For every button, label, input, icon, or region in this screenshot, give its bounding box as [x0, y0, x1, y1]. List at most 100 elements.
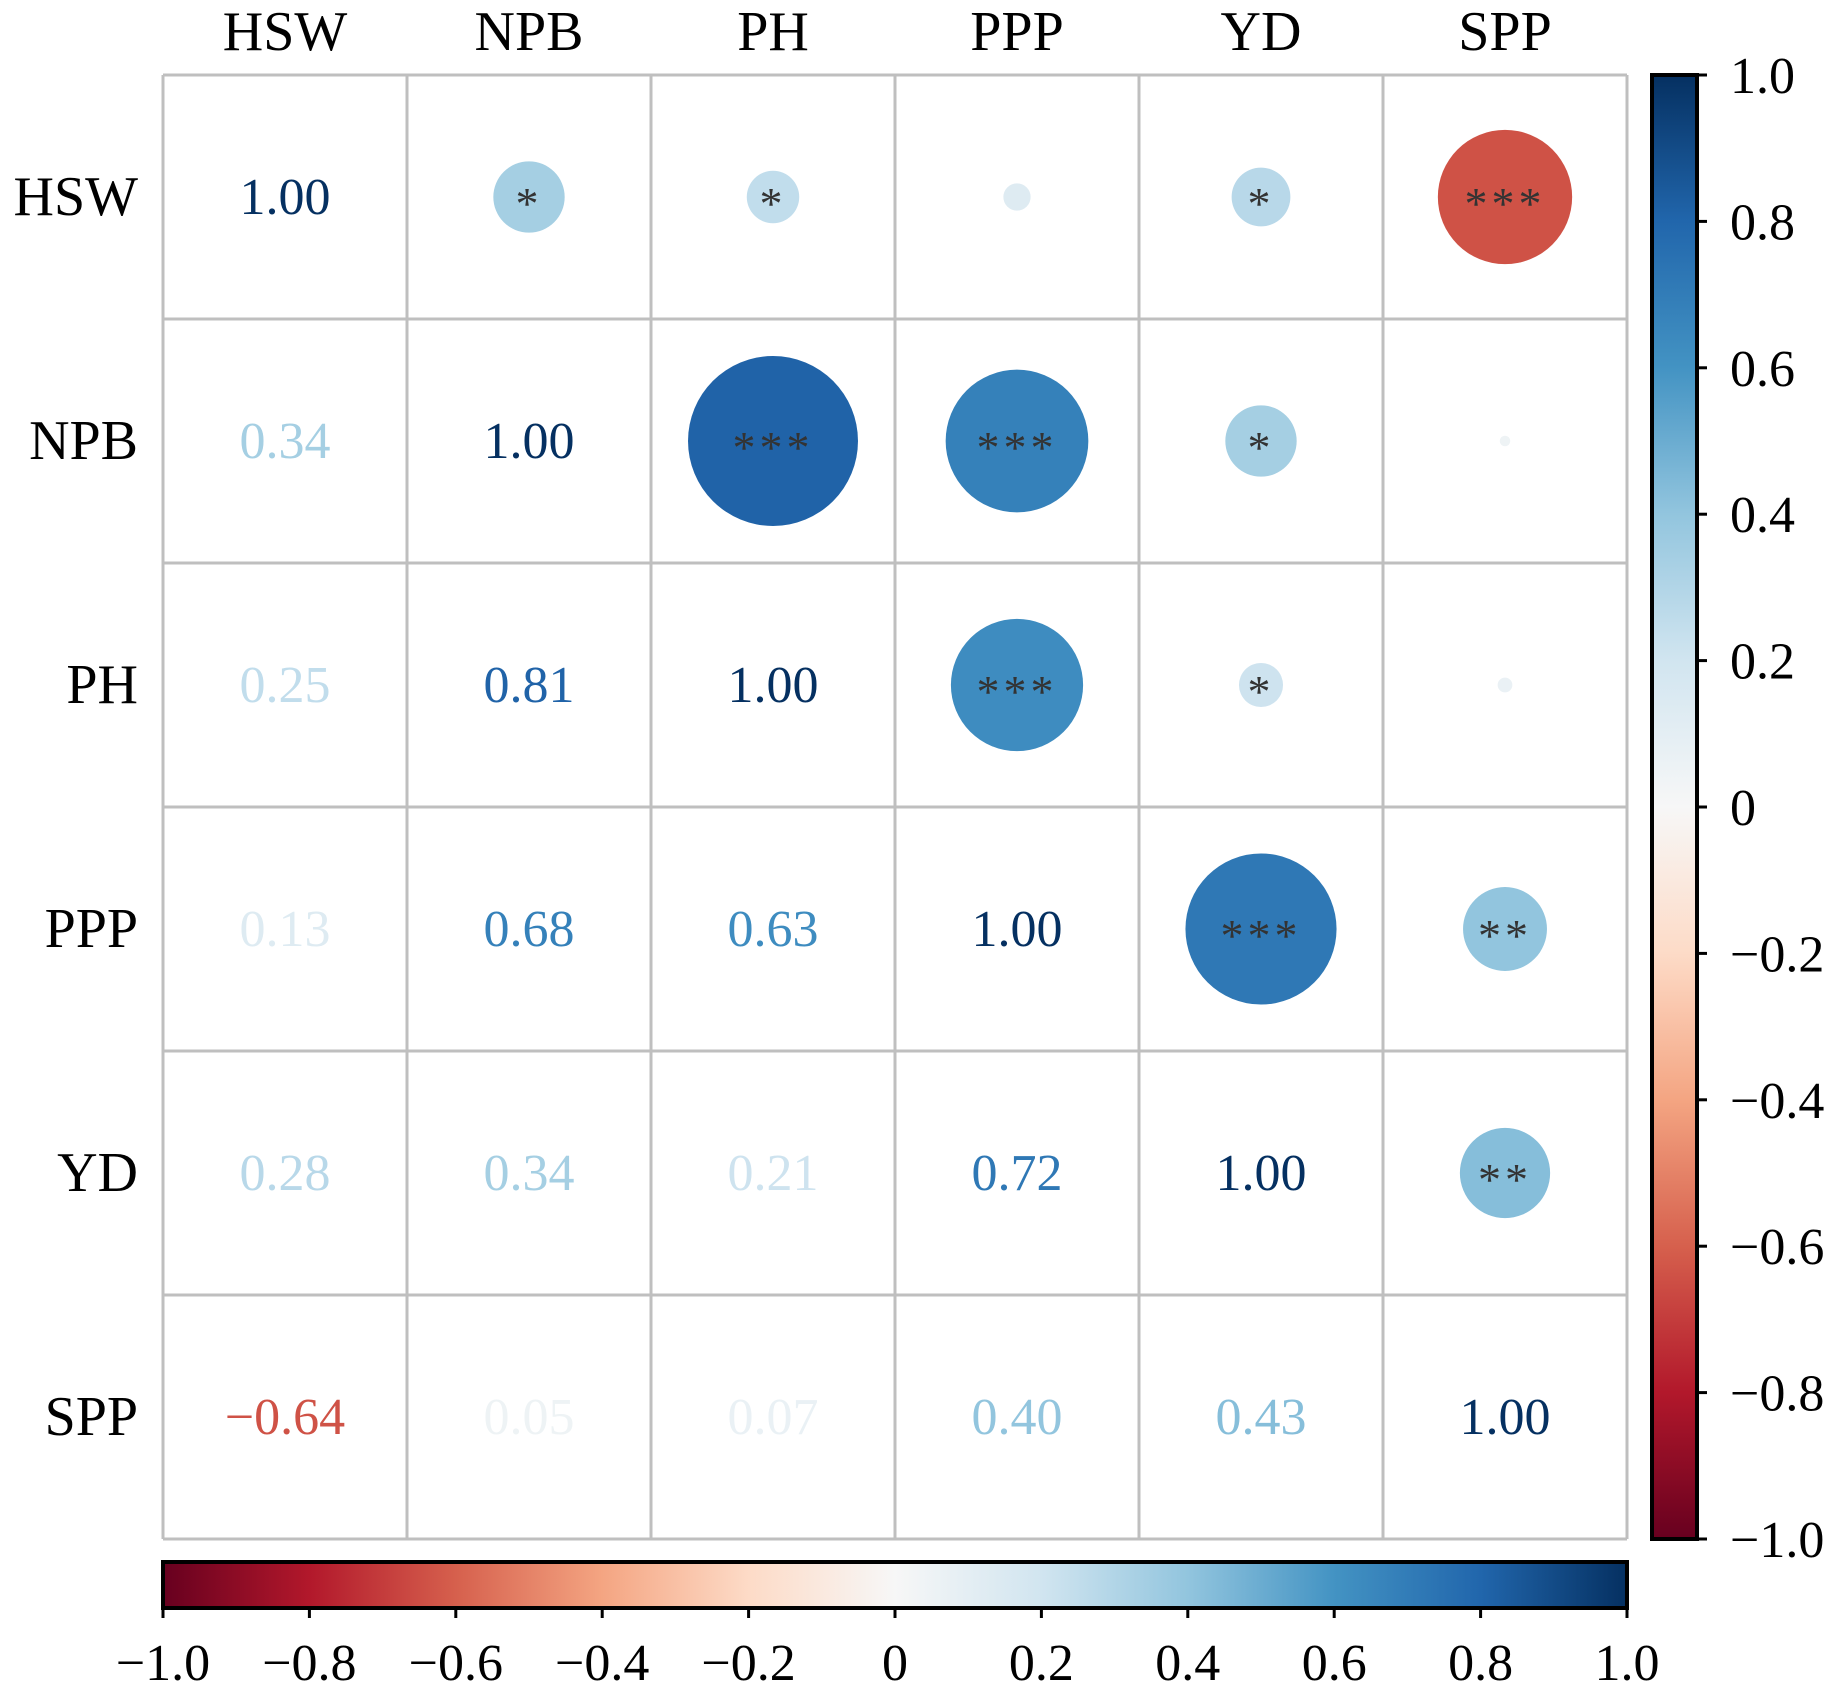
colorbar-right-tick-label: −0.6 [1730, 1219, 1824, 1276]
correlation-circle [1225, 405, 1297, 477]
colorbar-right-tick-label: 0 [1730, 780, 1756, 837]
row-labels: HSW NPB PH PPP YD SPP [14, 166, 139, 1448]
diagonal-label: 1.00 [972, 901, 1063, 958]
matrix-cell: 0.63 [728, 901, 819, 958]
matrix-cell [1003, 183, 1031, 211]
matrix-cell: 0.68 [484, 901, 575, 958]
correlation-value-label: 0.72 [972, 1145, 1063, 1202]
correlation-value-label: 0.13 [240, 901, 331, 958]
colorbar-right-tick-label: 0.4 [1730, 487, 1795, 544]
matrix-cell: 0.21 [728, 1145, 819, 1202]
column-labels: HSW NPB PH PPP YD SPP [223, 1, 1552, 63]
matrix-cell: 0.25 [240, 657, 331, 714]
diagonal-label: 1.00 [240, 169, 331, 226]
colorbar-bottom-tick-label: −0.8 [262, 1635, 356, 1692]
matrix-cell: 1.00 [240, 169, 331, 226]
diagonal-label: 1.00 [728, 657, 819, 714]
significance-stars: *** [1465, 178, 1546, 229]
correlation-value-label: 0.28 [240, 1145, 331, 1202]
significance-stars: * [516, 178, 543, 229]
matrix-cell: 0.43 [1216, 1389, 1307, 1446]
correlation-value-label: 0.68 [484, 901, 575, 958]
colorbar-bottom-tick-label: −0.4 [555, 1635, 649, 1692]
correlation-value-label: 0.34 [240, 413, 331, 470]
column-label: HSW [223, 1, 348, 63]
matrix-cell: * [746, 170, 800, 229]
row-label: YD [57, 1142, 138, 1204]
significance-stars: *** [1221, 910, 1302, 961]
matrix-cell: 0.13 [240, 901, 331, 958]
column-label: PPP [970, 1, 1063, 63]
matrix-cell: 0.72 [972, 1145, 1063, 1202]
matrix-cell: ** [1459, 1127, 1551, 1219]
matrix-cell: 1.00 [1460, 1389, 1551, 1446]
colorbar-right: 1.0 0.8 0.6 0.4 0.2 0 −0.2 −0.4 −0.6 −0.8 −1.0 [1650, 48, 1824, 1569]
matrix-cell: 0.28 [240, 1145, 331, 1202]
correlation-value-label: 0.25 [240, 657, 331, 714]
correlation-value-label: −0.64 [225, 1389, 345, 1446]
matrix-cell: * [1231, 167, 1291, 229]
colorbar-right-tick-label: 0.8 [1730, 194, 1795, 251]
correlation-circle [950, 618, 1084, 752]
correlation-circle [945, 369, 1089, 513]
correlation-circle [1499, 435, 1511, 447]
colorbar-bottom-tick-label: −0.2 [701, 1635, 795, 1692]
matrix-cell: 1.00 [1216, 1145, 1307, 1202]
matrix-cell: 0.81 [484, 657, 575, 714]
matrix-cell: 0.05 [484, 1389, 575, 1446]
colorbar-right-tick-label: 0.6 [1730, 341, 1795, 398]
colorbar-bottom-tick-label: −0.6 [409, 1635, 503, 1692]
matrix-cell: *** [1185, 853, 1337, 1005]
column-label: PH [737, 1, 809, 63]
column-label: NPB [475, 1, 584, 63]
colorbar-right-tick-label: 1.0 [1730, 48, 1795, 105]
column-label: YD [1221, 1, 1302, 63]
correlation-value-label: 0.21 [728, 1145, 819, 1202]
correlation-circle [1497, 677, 1513, 693]
significance-stars: ** [1478, 1154, 1532, 1205]
significance-stars: * [760, 178, 787, 229]
matrix-cell: 0.34 [484, 1145, 575, 1202]
matrix-cell: * [1238, 662, 1284, 717]
correlation-value-label: 0.81 [484, 657, 575, 714]
colorbar-right-tick-label: −0.2 [1730, 926, 1824, 983]
correlation-value-label: 0.05 [484, 1389, 575, 1446]
correlation-circle [1437, 129, 1573, 265]
correlation-circle [688, 356, 858, 526]
colorbar-bottom-tick-label: 0.4 [1155, 1635, 1220, 1692]
matrix-cell: *** [1437, 129, 1573, 265]
matrix-cell: *** [950, 618, 1084, 752]
diagonal-label: 1.00 [484, 413, 575, 470]
matrix-cell [1497, 677, 1513, 693]
matrix-cell: 1.00 [728, 657, 819, 714]
significance-stars: *** [977, 422, 1058, 473]
colorbar-bottom-tick-label: 0.8 [1448, 1635, 1513, 1692]
significance-stars: * [1248, 422, 1275, 473]
colorbar-bottom-tick-label: 0.6 [1302, 1635, 1367, 1692]
significance-stars: *** [733, 422, 814, 473]
matrix-gridlines [161, 73, 1629, 1541]
matrix-cell: *** [688, 356, 858, 526]
significance-stars: * [1248, 178, 1275, 229]
matrix-cell: −0.64 [225, 1389, 345, 1446]
matrix-cell: 0.34 [240, 413, 331, 470]
correlation-circle [1238, 662, 1284, 708]
colorbar-right-bar [1650, 73, 1699, 1541]
correlation-circle [1231, 167, 1291, 227]
matrix-cell: ** [1463, 887, 1547, 971]
colorbar-bottom-bar [161, 1560, 1629, 1610]
correlation-circle [1463, 887, 1547, 971]
colorbar-right-tick-label: −0.4 [1730, 1073, 1824, 1130]
correlation-value-label: 0.63 [728, 901, 819, 958]
correlation-circle [1185, 853, 1337, 1005]
correlation-circle [746, 170, 800, 224]
colorbar-right-tick-label: −0.8 [1730, 1366, 1824, 1423]
matrix-cell: *** [945, 369, 1089, 513]
significance-stars: *** [977, 666, 1058, 717]
colorbar-bottom-tick-label: 0.2 [1009, 1635, 1074, 1692]
correlation-circle [1003, 183, 1031, 211]
colorbar-bottom-tick-label: 1.0 [1595, 1635, 1660, 1692]
colorbar-right-tick-label: −1.0 [1730, 1512, 1824, 1569]
colorbar-bottom-tick-label: 0 [882, 1635, 908, 1692]
matrix-cell: 0.40 [972, 1389, 1063, 1446]
